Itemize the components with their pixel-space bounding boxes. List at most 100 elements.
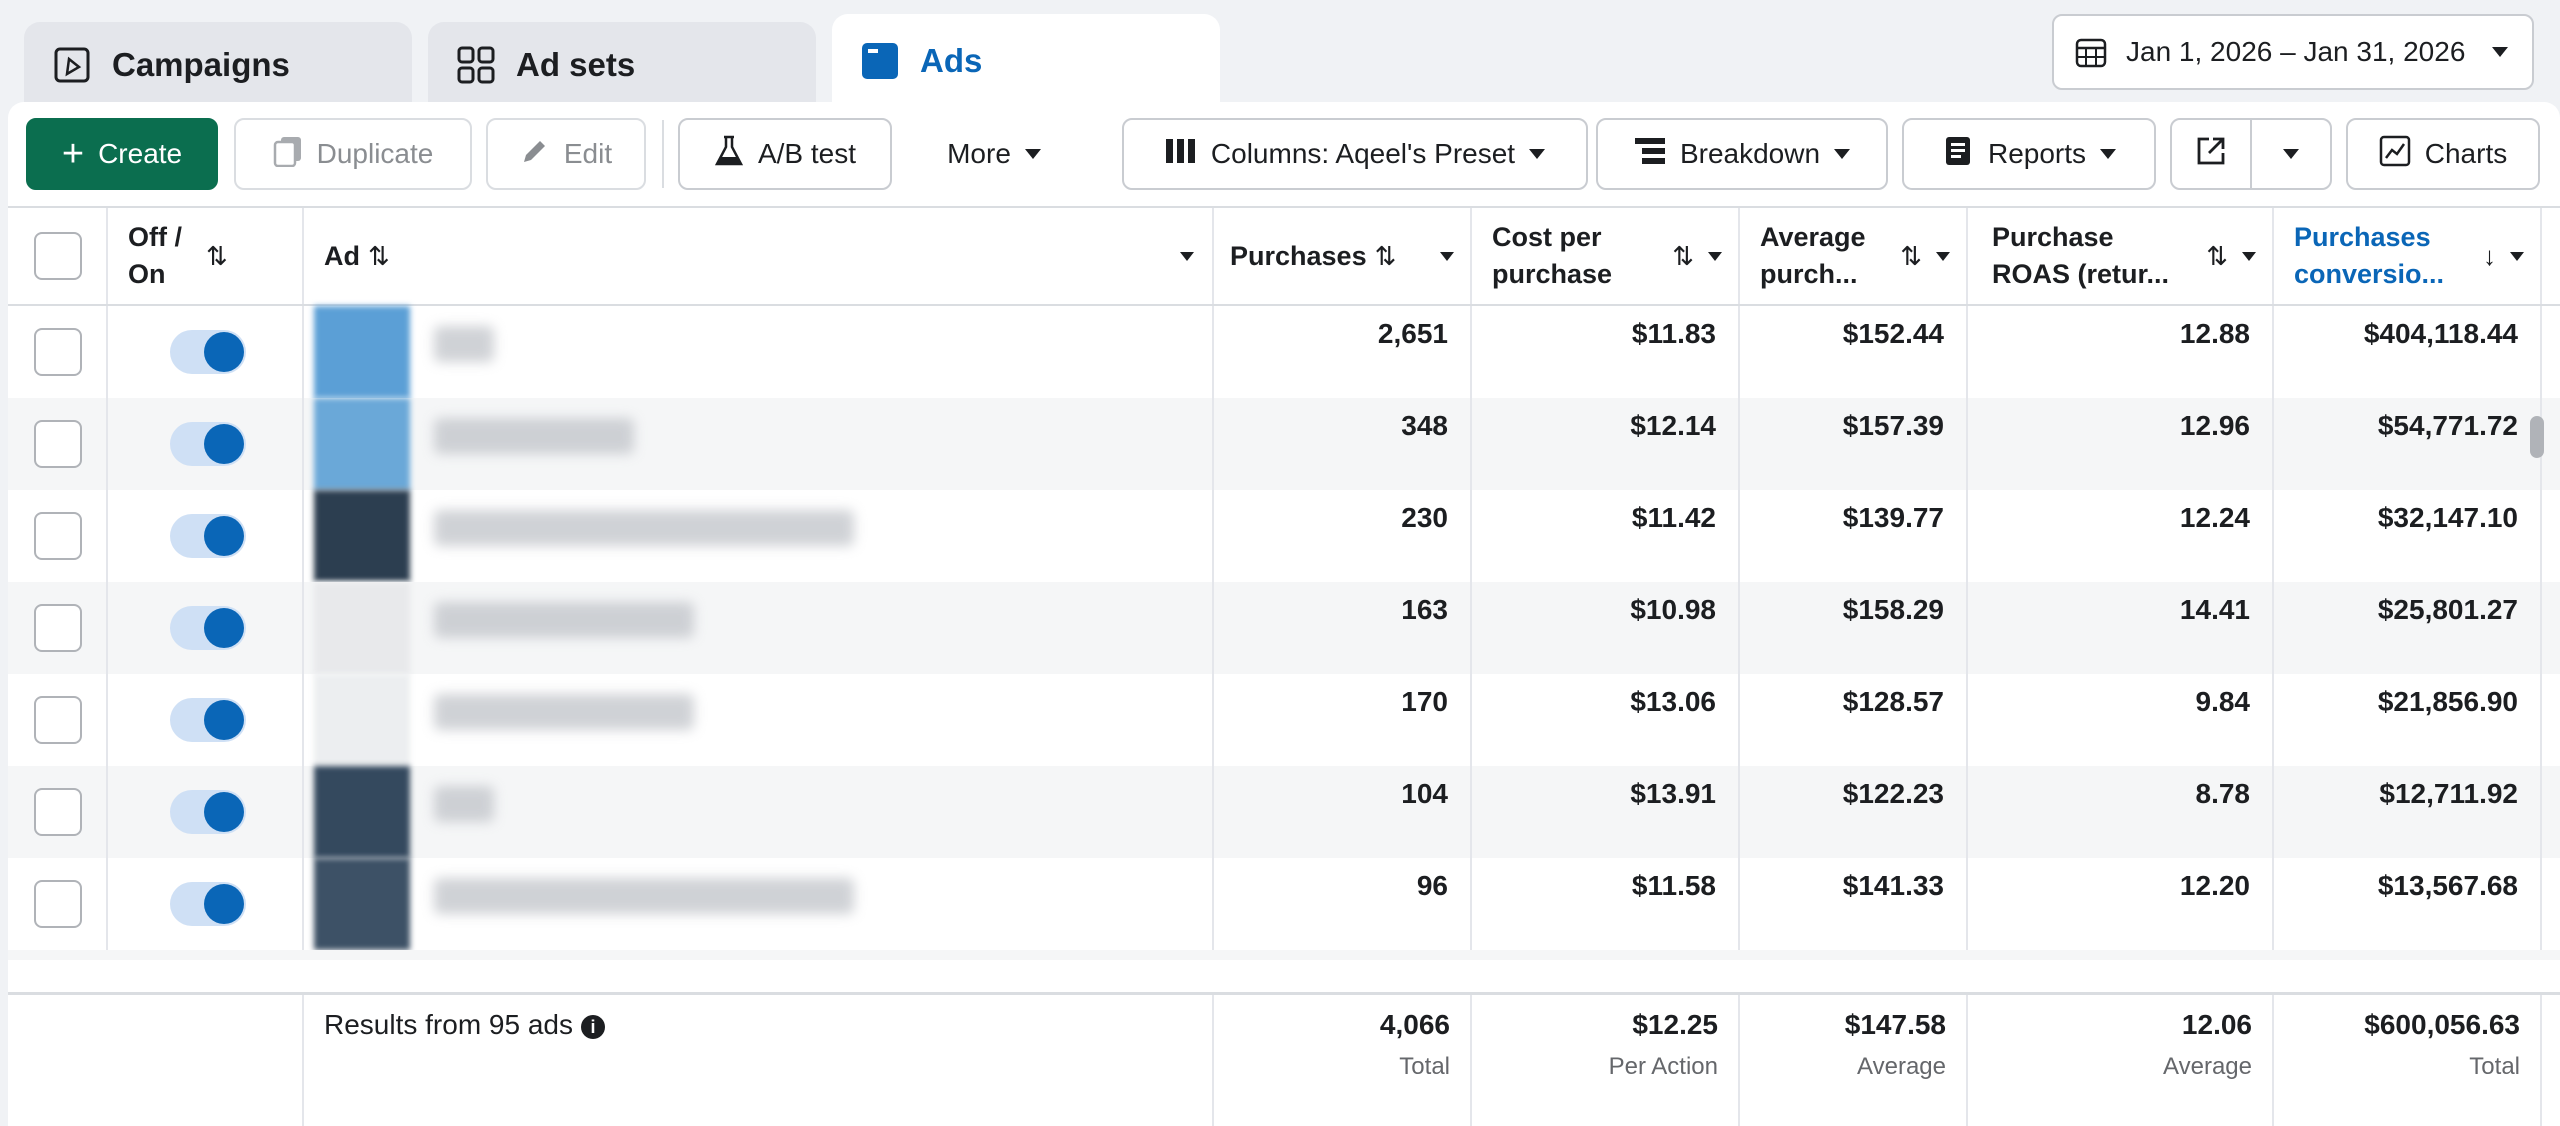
row-checkbox[interactable] [34, 604, 82, 652]
ad-status-toggle[interactable] [170, 698, 246, 742]
header-purchases-conversion[interactable]: Purchases conversio... ↓ [2274, 208, 2542, 304]
header-purchases-label: Purchases [1230, 240, 1367, 271]
header-purchase-roas[interactable]: Purchase ROAS (retur... ⇅ [1968, 208, 2274, 304]
ad-name-redacted[interactable] [434, 878, 854, 914]
sort-desc-icon[interactable]: ↓ [2483, 240, 2496, 271]
edit-button[interactable]: Edit [486, 118, 646, 190]
create-button[interactable]: + Create [26, 118, 218, 190]
export-button[interactable] [2170, 118, 2252, 190]
tab-campaigns-label: Campaigns [112, 46, 290, 83]
tab-ads[interactable]: Ads [832, 14, 1220, 108]
chevron-down-icon[interactable] [1936, 251, 1950, 261]
ad-thumbnail [314, 858, 410, 950]
breakdown-button[interactable]: Breakdown [1596, 118, 1888, 190]
table-row[interactable]: 170 $13.06 $128.57 9.84 $21,856.90 [8, 674, 2560, 766]
header-off-on[interactable]: Off / On ⇅ [108, 208, 304, 304]
cell-cost: $11.58 [1472, 858, 1740, 950]
row-ad-cell[interactable] [304, 766, 1214, 858]
row-ad-cell[interactable] [304, 398, 1214, 490]
sort-icon[interactable]: ⇅ [2206, 240, 2228, 271]
chevron-down-icon[interactable] [1180, 251, 1194, 261]
reports-button-label: Reports [1987, 138, 2087, 169]
row-checkbox[interactable] [34, 880, 82, 928]
row-toggle-cell [108, 398, 304, 490]
ad-name-redacted[interactable] [434, 418, 634, 454]
export-dropdown-button[interactable] [2250, 118, 2332, 190]
table-row[interactable]: 348 $12.14 $157.39 12.96 $54,771.72 [8, 398, 2560, 490]
cell-conv: $32,147.10 [2274, 490, 2542, 582]
cell-avg: $141.33 [1740, 858, 1968, 950]
ad-name-redacted[interactable] [434, 694, 694, 730]
sort-icon[interactable]: ⇅ [368, 240, 390, 271]
date-range-picker[interactable]: Jan 1, 2026 – Jan 31, 2026 [2052, 14, 2534, 90]
row-ad-cell[interactable] [304, 858, 1214, 950]
ad-status-toggle[interactable] [170, 882, 246, 926]
select-all-checkbox[interactable] [34, 232, 82, 280]
info-icon[interactable]: i [581, 1014, 605, 1039]
row-select-cell [8, 858, 108, 950]
ad-status-toggle[interactable] [170, 514, 246, 558]
ad-status-toggle[interactable] [170, 790, 246, 834]
chevron-down-icon[interactable] [2510, 251, 2524, 261]
ad-name-redacted[interactable] [434, 326, 494, 362]
header-cost-per-purchase[interactable]: Cost per purchase ⇅ [1472, 208, 1740, 304]
duplicate-button-label: Duplicate [316, 138, 434, 169]
sort-icon[interactable]: ⇅ [206, 240, 228, 271]
header-average-purchase[interactable]: Average purch... ⇅ [1740, 208, 1968, 304]
row-checkbox[interactable] [34, 696, 82, 744]
row-checkbox[interactable] [34, 328, 82, 376]
chevron-down-icon[interactable] [1708, 251, 1722, 261]
ab-test-button-label: A/B test [757, 138, 857, 169]
row-ad-cell[interactable] [304, 490, 1214, 582]
cell-purchases: 96 [1214, 858, 1472, 950]
ad-status-toggle[interactable] [170, 330, 246, 374]
header-ad[interactable]: Ad ⇅ [304, 208, 1214, 304]
ab-test-button[interactable]: A/B test [678, 118, 892, 190]
ad-window-icon [860, 41, 900, 81]
ad-name-redacted[interactable] [434, 602, 694, 638]
cell-conv: $25,801.27 [2274, 582, 2542, 674]
row-select-cell [8, 398, 108, 490]
sort-icon[interactable]: ⇅ [1900, 240, 1922, 271]
export-icon [2195, 135, 2227, 174]
chevron-down-icon [1024, 149, 1041, 159]
charts-button[interactable]: Charts [2346, 118, 2540, 190]
row-ad-cell[interactable] [304, 582, 1214, 674]
cell-purchases: 2,651 [1214, 306, 1472, 398]
footer-roas-sub: Average [2163, 1053, 2252, 1080]
vertical-scrollbar[interactable] [2530, 416, 2544, 458]
ad-name-redacted[interactable] [434, 510, 854, 546]
row-select-cell [8, 306, 108, 398]
reports-button[interactable]: Reports [1902, 118, 2156, 190]
row-checkbox[interactable] [34, 788, 82, 836]
row-checkbox[interactable] [34, 420, 82, 468]
sort-icon[interactable]: ⇅ [1672, 240, 1694, 271]
row-select-cell [8, 582, 108, 674]
chevron-down-icon[interactable] [2242, 251, 2256, 261]
table-row[interactable]: 104 $13.91 $122.23 8.78 $12,711.92 [8, 766, 2560, 858]
ad-thumbnail [314, 766, 410, 858]
sort-icon[interactable]: ⇅ [1374, 240, 1397, 271]
tab-campaigns[interactable]: Campaigns [24, 22, 412, 108]
cell-avg: $158.29 [1740, 582, 1968, 674]
ad-status-toggle[interactable] [170, 422, 246, 466]
table-row[interactable]: 163 $10.98 $158.29 14.41 $25,801.27 [8, 582, 2560, 674]
columns-button[interactable]: Columns: Aqeel's Preset [1122, 118, 1588, 190]
toolbar-divider [662, 120, 664, 188]
row-checkbox[interactable] [34, 512, 82, 560]
header-purchases[interactable]: Purchases ⇅ [1214, 208, 1472, 304]
row-ad-cell[interactable] [304, 674, 1214, 766]
table-row[interactable]: 2,651 $11.83 $152.44 12.88 $404,118.44 [8, 306, 2560, 398]
row-ad-cell[interactable] [304, 306, 1214, 398]
more-button[interactable]: More [912, 118, 1076, 190]
duplicate-button[interactable]: Duplicate [234, 118, 472, 190]
toggle-knob [204, 700, 244, 740]
tab-ad-sets[interactable]: Ad sets [428, 22, 816, 108]
chevron-down-icon[interactable] [1440, 251, 1454, 261]
ad-status-toggle[interactable] [170, 606, 246, 650]
table-row[interactable]: 96 $11.58 $141.33 12.20 $13,567.68 [8, 858, 2560, 950]
table-row[interactable]: 230 $11.42 $139.77 12.24 $32,147.10 [8, 490, 2560, 582]
cell-cost: $11.42 [1472, 490, 1740, 582]
ad-name-redacted[interactable] [434, 786, 494, 822]
reports-icon [1942, 135, 1974, 174]
